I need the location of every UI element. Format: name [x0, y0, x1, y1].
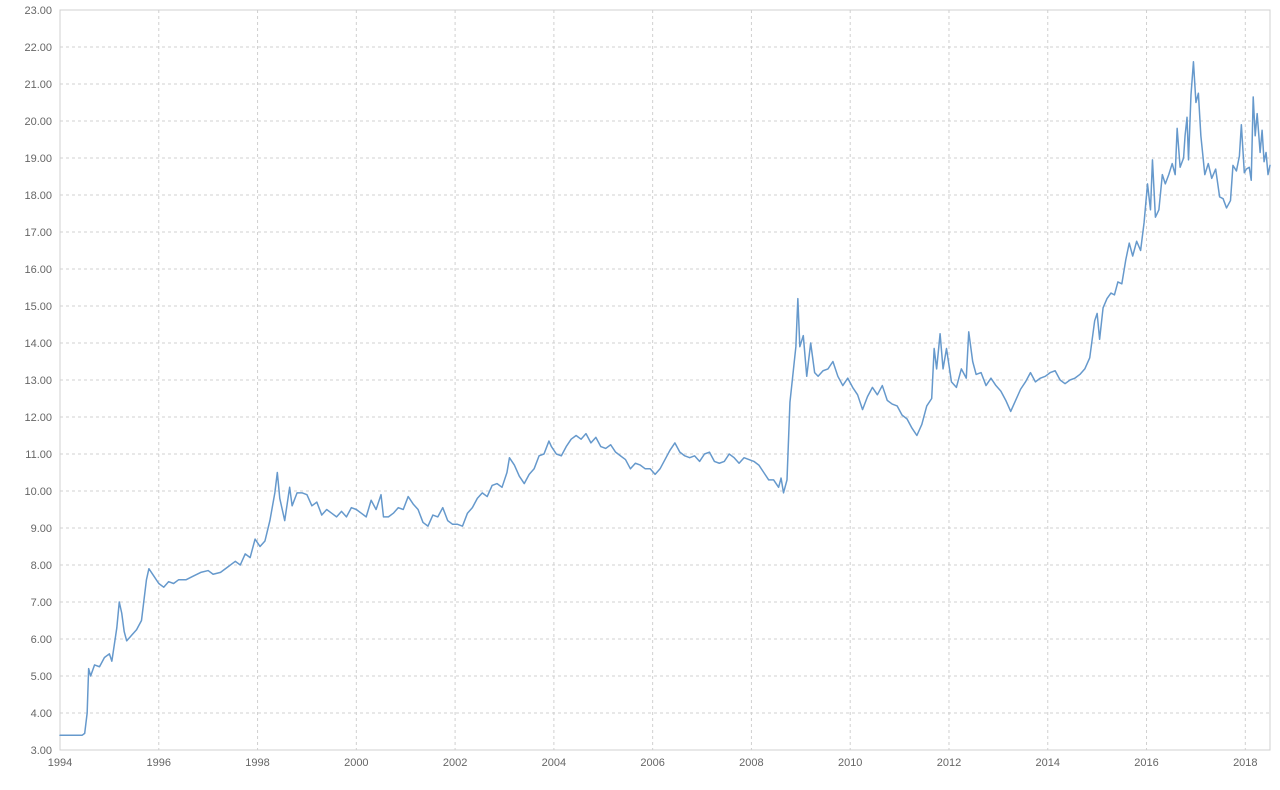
y-axis-label: 5.00	[31, 671, 52, 683]
y-axis-label: 18.00	[24, 190, 52, 202]
y-axis-label: 14.00	[24, 338, 52, 350]
y-axis-label: 23.00	[24, 5, 52, 17]
x-axis-label: 2008	[739, 757, 763, 769]
y-axis-label: 13.00	[24, 375, 52, 387]
y-axis-label: 11.00	[25, 449, 52, 461]
x-axis-label: 2018	[1233, 757, 1257, 769]
y-axis-label: 19.00	[24, 153, 52, 165]
x-axis-label: 1994	[48, 757, 72, 769]
x-axis-label: 2000	[344, 757, 368, 769]
y-axis-label: 16.00	[24, 264, 52, 276]
x-axis-label: 2006	[640, 757, 664, 769]
x-axis-label: 2010	[838, 757, 862, 769]
y-axis-label: 12.00	[24, 412, 52, 424]
x-axis-label: 2014	[1036, 757, 1060, 769]
x-axis-label: 2002	[443, 757, 467, 769]
y-axis-label: 6.00	[31, 634, 52, 646]
y-axis-label: 4.00	[31, 708, 52, 720]
x-axis-label: 2016	[1134, 757, 1158, 769]
y-axis-label: 8.00	[31, 560, 52, 572]
x-axis-label: 2012	[937, 757, 961, 769]
x-axis-label: 1996	[147, 757, 171, 769]
y-axis-label: 10.00	[24, 486, 52, 498]
y-axis-label: 21.00	[24, 79, 52, 91]
line-chart: 3.00 4.00 5.00 6.00 7.00 8.00 9.00 10.00 11.00 12…	[0, 0, 1280, 790]
y-axis-label: 20.00	[24, 116, 52, 128]
series-line	[60, 62, 1270, 735]
y-axis-label: 9.00	[31, 523, 52, 535]
y-axis-label: 17.00	[24, 227, 52, 239]
y-axis-label: 3.00	[31, 745, 52, 757]
x-axis-label: 2004	[542, 757, 566, 769]
y-axis-label: 22.00	[24, 42, 52, 54]
chart-svg: 3.00 4.00 5.00 6.00 7.00 8.00 9.00 10.00 11.00 12…	[0, 0, 1280, 790]
x-axis-label: 1998	[245, 757, 269, 769]
y-axis-label: 7.00	[31, 597, 52, 609]
y-axis-label: 15.00	[24, 301, 52, 313]
